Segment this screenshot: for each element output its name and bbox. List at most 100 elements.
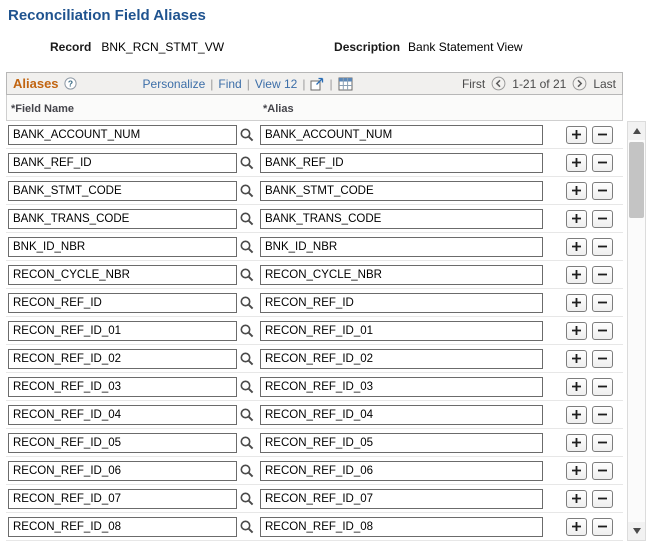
field-name-input[interactable]: [8, 264, 237, 285]
view-link[interactable]: View 12: [254, 76, 298, 91]
delete-row-button[interactable]: [592, 517, 613, 536]
lookup-icon[interactable]: [239, 463, 255, 479]
lookup-icon[interactable]: [239, 211, 255, 227]
scroll-up-button[interactable]: [628, 122, 645, 140]
separator: |: [302, 76, 306, 91]
alias-input[interactable]: [260, 460, 543, 481]
alias-input[interactable]: [260, 516, 543, 537]
add-row-button[interactable]: [566, 237, 587, 256]
add-row-button[interactable]: [566, 209, 587, 228]
lookup-icon[interactable]: [239, 183, 255, 199]
add-row-button[interactable]: [566, 349, 587, 368]
field-name-input[interactable]: [8, 292, 237, 313]
table-row: [6, 373, 623, 401]
lookup-icon[interactable]: [239, 491, 255, 507]
alias-input[interactable]: [260, 236, 543, 257]
nav-last[interactable]: Last: [593, 76, 616, 91]
download-to-excel-icon[interactable]: [338, 77, 353, 91]
alias-input[interactable]: [260, 124, 543, 145]
lookup-icon[interactable]: [239, 379, 255, 395]
alias-input[interactable]: [260, 376, 543, 397]
scrollbar-thumb[interactable]: [629, 142, 644, 218]
scroll-down-button[interactable]: [628, 522, 645, 540]
add-row-button[interactable]: [566, 153, 587, 172]
delete-row-button[interactable]: [592, 237, 613, 256]
alias-input[interactable]: [260, 348, 543, 369]
alias-input[interactable]: [260, 292, 543, 313]
delete-row-button[interactable]: [592, 265, 613, 284]
svg-text:?: ?: [67, 78, 72, 88]
field-name-input[interactable]: [8, 460, 237, 481]
field-name-input[interactable]: [8, 432, 237, 453]
table-row: [6, 485, 623, 513]
field-name-input[interactable]: [8, 208, 237, 229]
alias-input[interactable]: [260, 152, 543, 173]
table-row: [6, 261, 623, 289]
add-row-button[interactable]: [566, 517, 587, 536]
alias-input[interactable]: [260, 404, 543, 425]
delete-row-button[interactable]: [592, 125, 613, 144]
delete-row-button[interactable]: [592, 209, 613, 228]
delete-row-button[interactable]: [592, 181, 613, 200]
add-row-button[interactable]: [566, 405, 587, 424]
alias-input[interactable]: [260, 264, 543, 285]
add-row-button[interactable]: [566, 265, 587, 284]
delete-row-button[interactable]: [592, 405, 613, 424]
alias-input[interactable]: [260, 180, 543, 201]
add-row-button[interactable]: [566, 489, 587, 508]
field-name-input[interactable]: [8, 320, 237, 341]
field-name-input[interactable]: [8, 488, 237, 509]
field-name-input[interactable]: [8, 180, 237, 201]
lookup-icon[interactable]: [239, 127, 255, 143]
personalize-link[interactable]: Personalize: [142, 76, 206, 91]
lookup-icon[interactable]: [239, 323, 255, 339]
delete-row-button[interactable]: [592, 377, 613, 396]
scrollbar-track[interactable]: [628, 140, 645, 522]
field-name-input[interactable]: [8, 236, 237, 257]
vertical-scrollbar[interactable]: [627, 121, 646, 541]
prev-page-icon[interactable]: [491, 76, 506, 91]
delete-row-button[interactable]: [592, 489, 613, 508]
field-name-input[interactable]: [8, 152, 237, 173]
lookup-icon[interactable]: [239, 239, 255, 255]
delete-row-button[interactable]: [592, 461, 613, 480]
add-row-button[interactable]: [566, 321, 587, 340]
add-row-button[interactable]: [566, 433, 587, 452]
nav-first[interactable]: First: [461, 76, 486, 91]
field-name-input[interactable]: [8, 348, 237, 369]
lookup-icon[interactable]: [239, 435, 255, 451]
field-name-input[interactable]: [8, 404, 237, 425]
table-row: [6, 345, 623, 373]
lookup-icon[interactable]: [239, 519, 255, 535]
delete-row-button[interactable]: [592, 321, 613, 340]
help-icon[interactable]: ?: [63, 77, 77, 90]
delete-row-button[interactable]: [592, 349, 613, 368]
delete-row-button[interactable]: [592, 433, 613, 452]
field-name-input[interactable]: [8, 376, 237, 397]
add-row-button[interactable]: [566, 181, 587, 200]
separator: |: [246, 76, 250, 91]
delete-row-button[interactable]: [592, 153, 613, 172]
add-row-button[interactable]: [566, 461, 587, 480]
next-page-icon[interactable]: [572, 76, 587, 91]
alias-input[interactable]: [260, 208, 543, 229]
lookup-icon[interactable]: [239, 407, 255, 423]
lookup-icon[interactable]: [239, 351, 255, 367]
delete-row-button[interactable]: [592, 293, 613, 312]
alias-input[interactable]: [260, 320, 543, 341]
find-link[interactable]: Find: [218, 76, 242, 91]
add-row-button[interactable]: [566, 293, 587, 312]
grid-rows: [6, 121, 623, 541]
add-row-button[interactable]: [566, 377, 587, 396]
alias-input[interactable]: [260, 432, 543, 453]
alias-input[interactable]: [260, 488, 543, 509]
lookup-icon[interactable]: [239, 155, 255, 171]
lookup-icon[interactable]: [239, 295, 255, 311]
field-name-input[interactable]: [8, 516, 237, 537]
field-name-input[interactable]: [8, 124, 237, 145]
down-arrow-icon: [632, 528, 641, 534]
zoom-grid-icon[interactable]: [310, 77, 324, 91]
column-header-field-name: *Field Name: [11, 103, 74, 115]
lookup-icon[interactable]: [239, 267, 255, 283]
add-row-button[interactable]: [566, 125, 587, 144]
